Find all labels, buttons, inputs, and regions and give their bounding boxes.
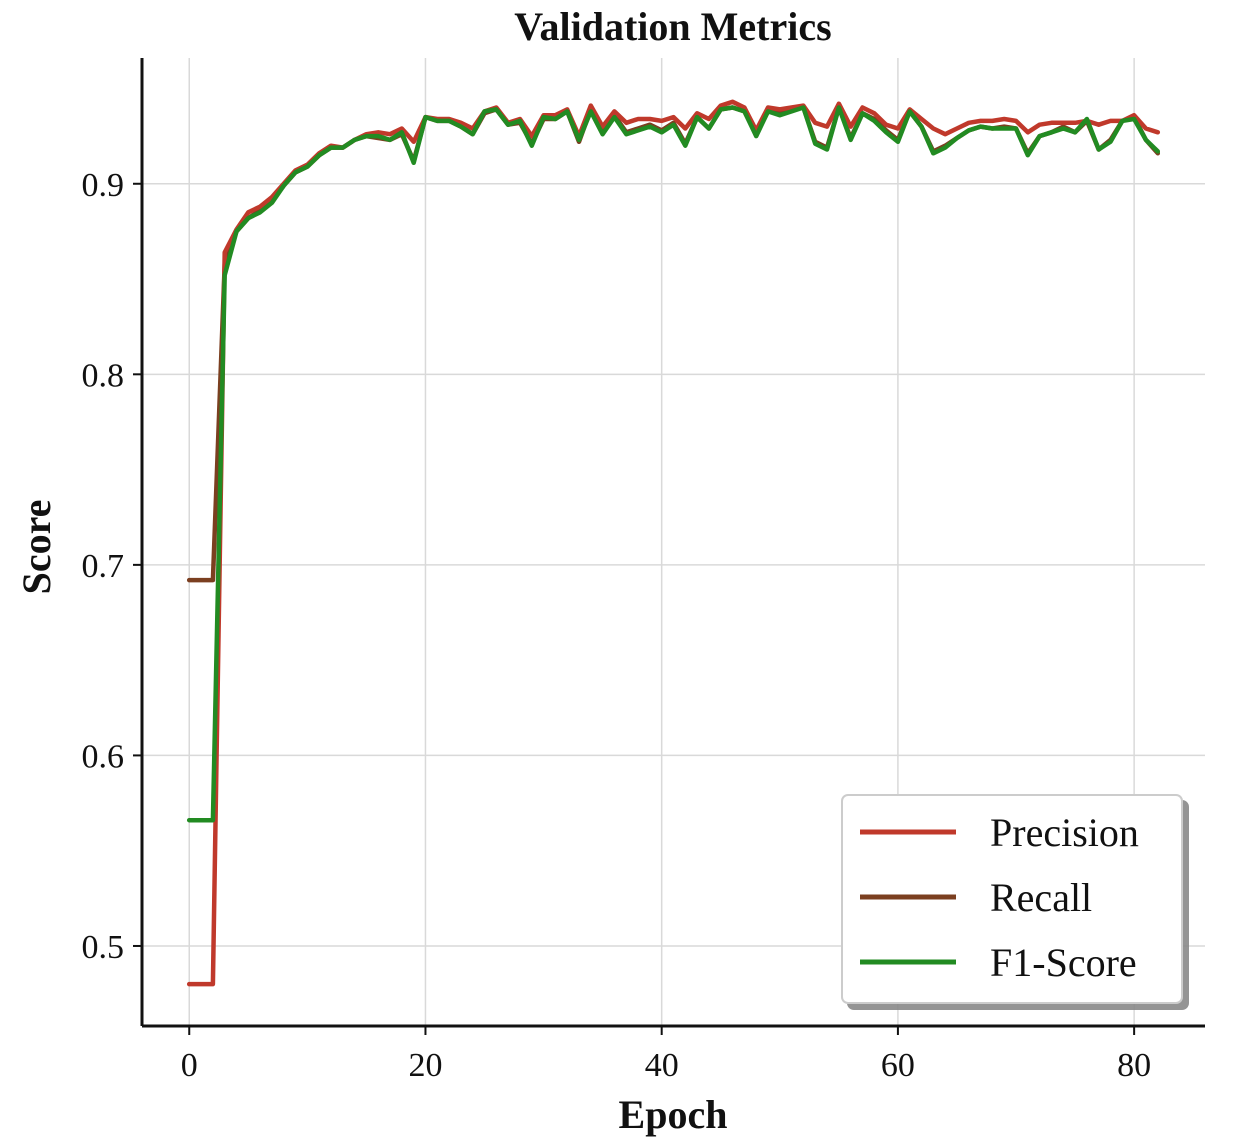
x-tick-label: 40 [645,1047,679,1084]
y-tick-label: 0.5 [82,929,125,966]
chart-title: Validation Metrics [514,4,831,49]
axis-ticks: 0 20 40 60 80 0.5 0.6 0.7 0.8 0.9 [82,167,1152,1084]
legend: Precision Recall F1-Score [841,794,1183,1004]
x-tick-label: 0 [181,1047,198,1084]
y-tick-label: 0.9 [82,167,125,204]
legend-label: F1-Score [990,940,1137,985]
series-line-recall [186,105,1161,583]
y-tick-label: 0.7 [82,548,125,585]
legend-label: Recall [990,875,1092,920]
y-tick-label: 0.8 [82,357,125,394]
x-tick-label: 80 [1117,1047,1151,1084]
series-lines [186,99,1161,987]
series-line-f1-score [186,105,1161,823]
y-tick-label: 0.6 [82,738,125,775]
x-tick-label: 60 [881,1047,915,1084]
x-axis-label: Epoch [619,1092,728,1137]
grid-lines [142,58,1205,1026]
y-axis-label: Score [14,500,59,595]
legend-label: Precision [990,810,1139,855]
legend-box [841,794,1183,1004]
x-tick-label: 20 [408,1047,442,1084]
